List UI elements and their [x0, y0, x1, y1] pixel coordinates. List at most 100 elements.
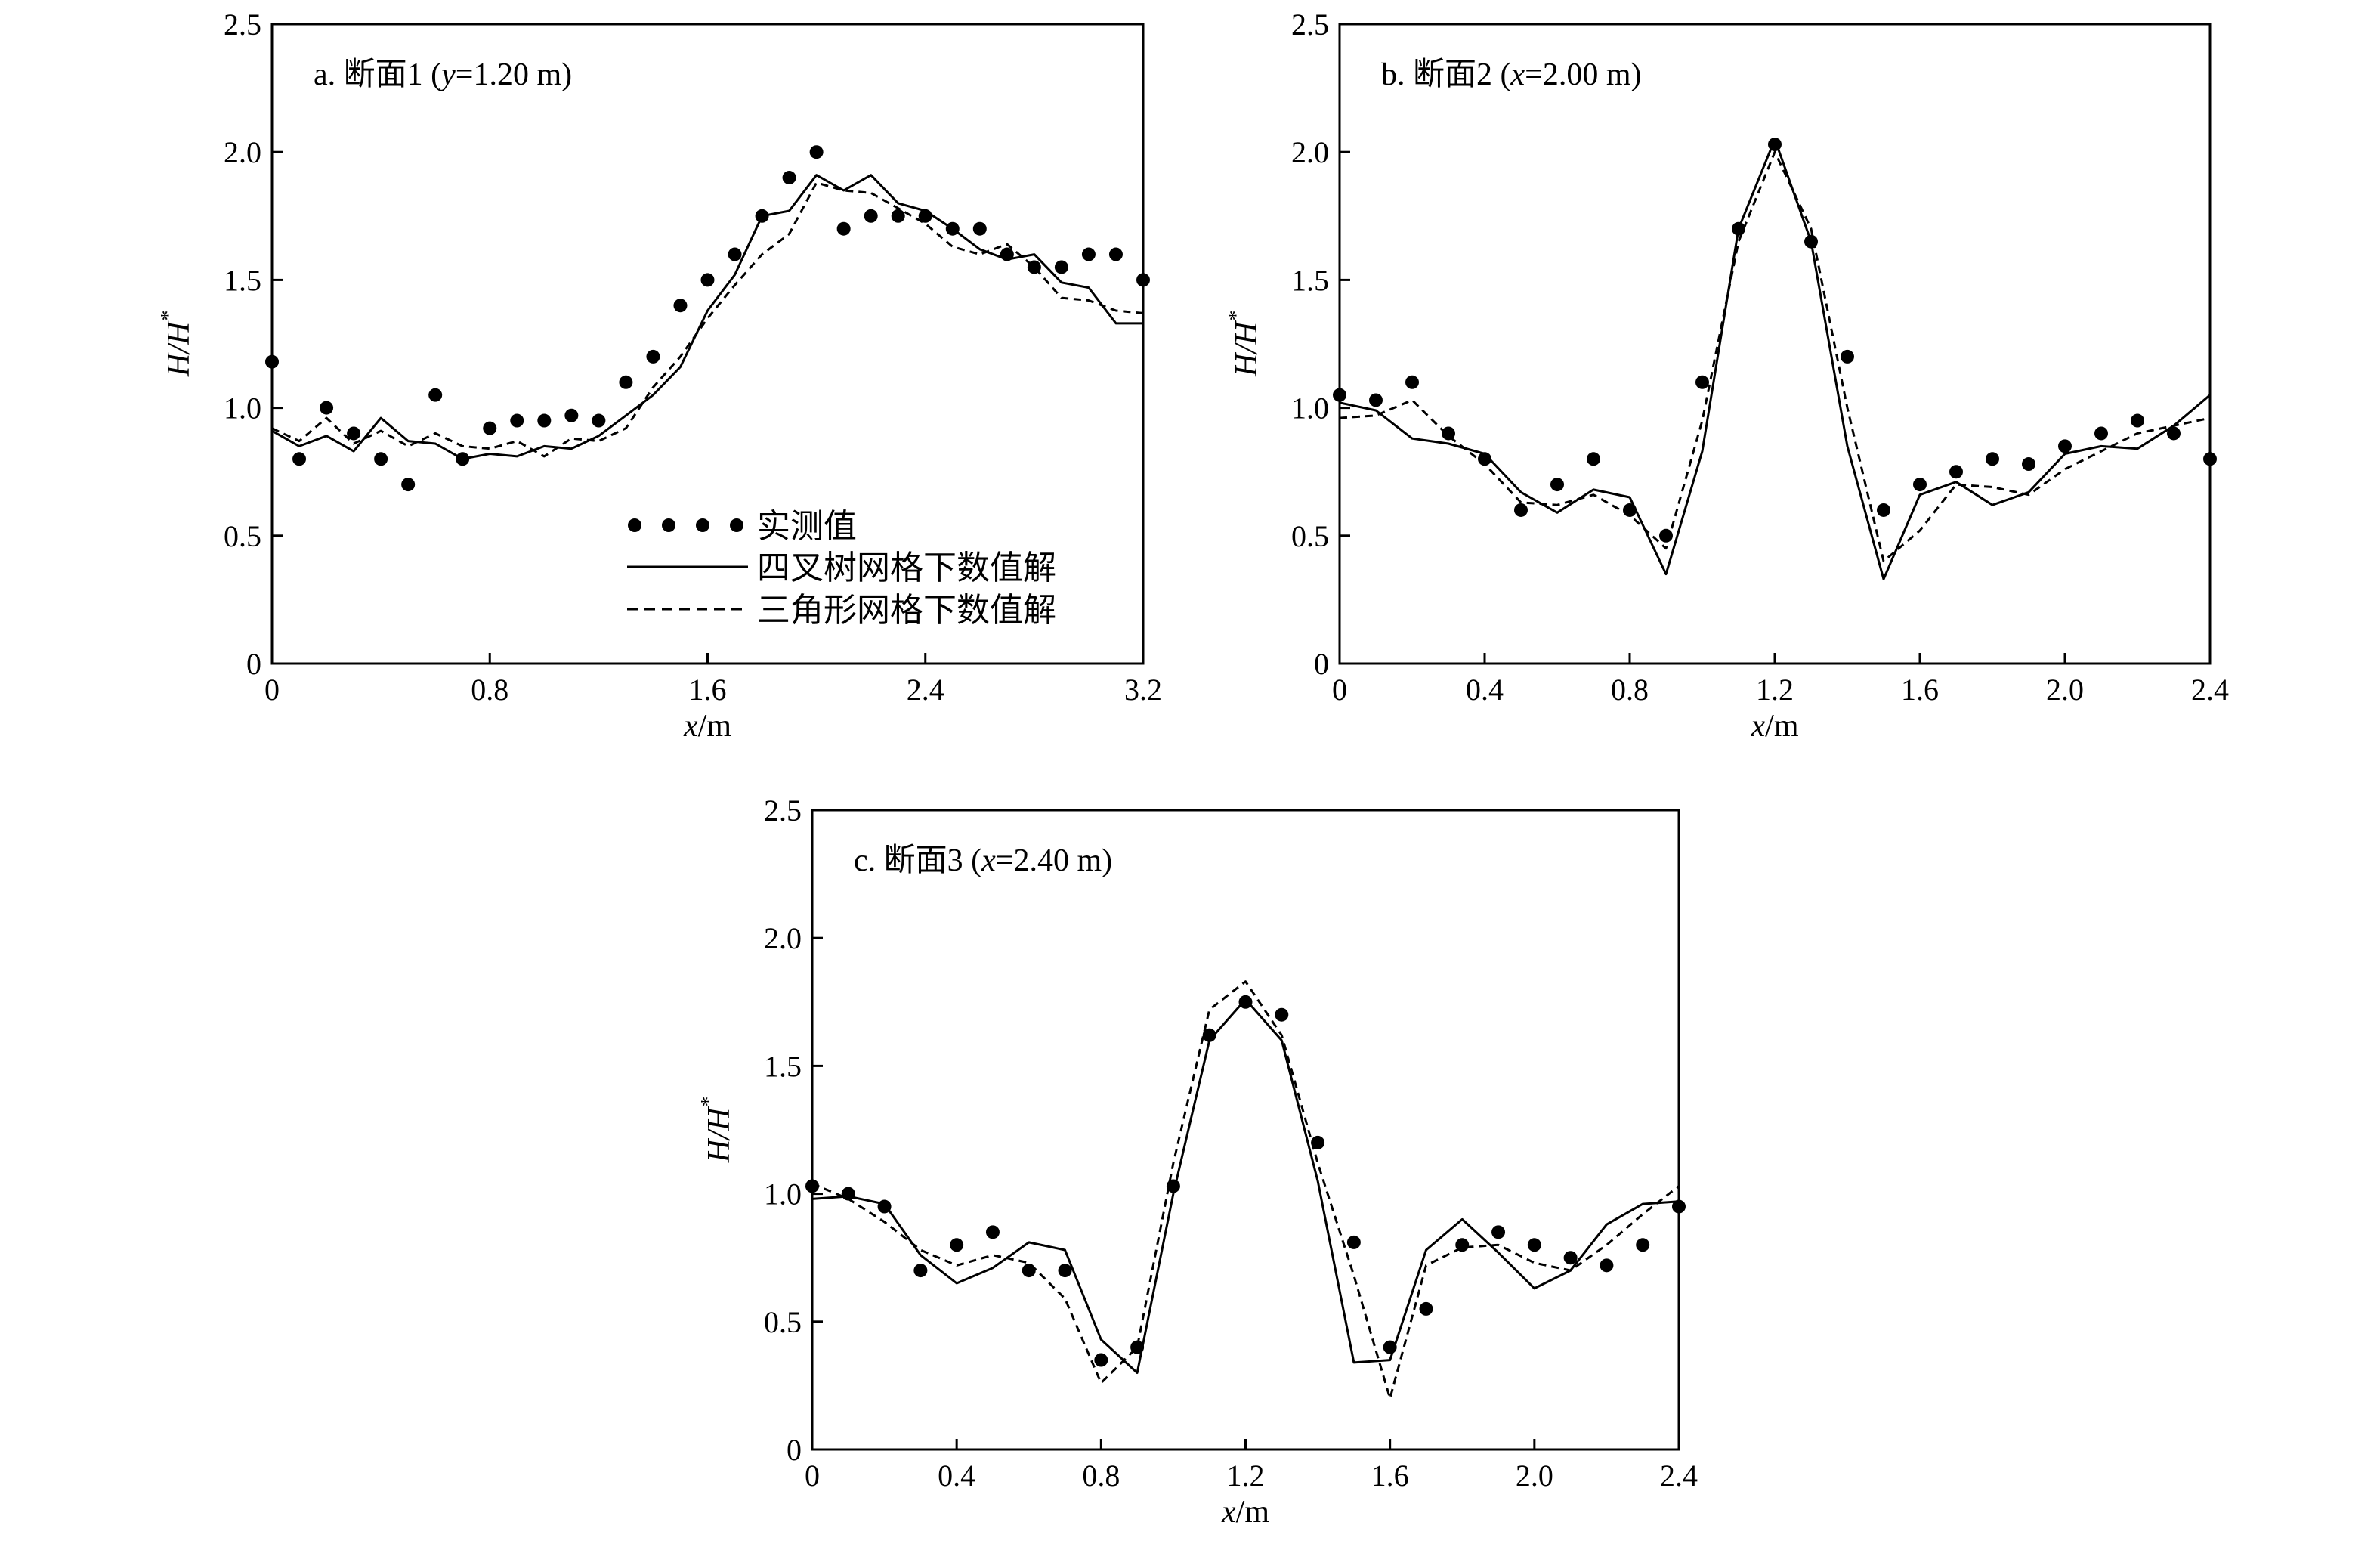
measured-point: [1672, 1199, 1686, 1214]
panel-title-var: x: [981, 843, 996, 878]
y-tick-label: 0.5: [764, 1305, 802, 1339]
measured-point: [510, 413, 524, 428]
measured-point: [1587, 452, 1600, 466]
y-tick-label: 2.5: [764, 794, 802, 828]
panel-title: a. 断面1 (y=1.20 m): [314, 57, 572, 92]
x-axis-label-var: x: [1221, 1495, 1236, 1530]
measured-point: [972, 221, 987, 236]
measured-point: [483, 421, 497, 435]
legend-marker-dots: [730, 518, 743, 532]
measured-point: [1022, 1264, 1036, 1278]
measured-point: [913, 1264, 928, 1278]
y-tick-label: 1.5: [1291, 263, 1329, 297]
y-tick-label: 0.5: [224, 519, 261, 553]
panel-title-var: y: [438, 57, 456, 92]
plot-frame: [1338, 23, 2212, 665]
measured-point: [2203, 452, 2217, 466]
y-tick-label: 2.0: [764, 921, 802, 955]
series-line-quadtree-mesh: [1339, 138, 2211, 580]
measured-point: [673, 299, 688, 313]
panel-title-prefix: c. 断面3 (: [854, 843, 981, 878]
measured-point: [320, 401, 334, 415]
x-tick-label: 2.4: [2191, 673, 2229, 707]
series-line-triangle-mesh: [271, 181, 1144, 458]
measured-point: [2058, 439, 2072, 453]
measured-point: [864, 209, 878, 223]
x-axis-label: x/m: [1221, 1495, 1269, 1530]
measured-point: [1202, 1028, 1216, 1042]
x-tick-label: 1.6: [1371, 1459, 1409, 1493]
measured-point: [985, 1225, 1000, 1239]
panel-title-suffix: =2.40 m): [996, 843, 1112, 878]
panel-title-var: x: [1510, 57, 1525, 92]
measured-point: [782, 171, 796, 185]
x-axis-label-var: x: [1751, 709, 1766, 744]
x-axis-label-var: x: [683, 709, 698, 744]
y-tick-label: 2.0: [224, 135, 261, 169]
measured-point: [836, 221, 851, 236]
legend-marker-dots: [628, 518, 641, 532]
measured-point: [374, 452, 388, 466]
measured-point: [1238, 995, 1253, 1009]
x-tick-label: 0.4: [938, 1459, 975, 1493]
y-tick-label: 1.0: [224, 391, 261, 425]
measured-point: [1949, 465, 1963, 479]
x-tick-label: 1.2: [1227, 1459, 1265, 1493]
measured-point: [891, 209, 905, 223]
x-tick-label: 0.8: [1611, 673, 1649, 707]
y-axis-label: H/H*: [1225, 311, 1264, 377]
x-tick-label: 2.4: [907, 673, 944, 707]
chart-panel-a: 0 0.8 1.6 2.4 3.2 0 0.5 1.0 1.5 2.0 2.5 x/m H/H* a. 断…: [157, 8, 1162, 744]
measured-point: [1346, 1235, 1361, 1249]
measured-point: [805, 1179, 819, 1193]
x-tick-label: 0.8: [1082, 1459, 1120, 1493]
x-tick-label: 1.6: [689, 673, 727, 707]
x-tick-label: 2.4: [1660, 1459, 1698, 1493]
panel-title-suffix: =1.20 m): [456, 57, 572, 92]
measured-point: [1527, 1238, 1541, 1252]
y-axis-label: H/H*: [157, 311, 196, 377]
measured-point: [1600, 1258, 1614, 1273]
measured-point: [1094, 1353, 1108, 1367]
series-line-quadtree-mesh: [811, 998, 1680, 1374]
measured-point: [1419, 1301, 1433, 1316]
y-tick-label: 1.5: [764, 1049, 802, 1083]
measured-point: [1369, 393, 1383, 407]
x-tick-label: 0.4: [1466, 673, 1504, 707]
measured-point: [2022, 457, 2035, 472]
x-tick-label: 2.0: [2046, 673, 2084, 707]
measured-point: [1058, 1264, 1072, 1278]
y-tick-label: 1.0: [1291, 391, 1329, 425]
x-axis-label-unit: /m: [1236, 1495, 1270, 1530]
x-tick-label: 0: [1332, 673, 1347, 707]
y-axis-label-sup: *: [157, 311, 181, 322]
measured-point: [1081, 247, 1096, 261]
panel-title-suffix: =2.00 m): [1525, 57, 1641, 92]
measured-point: [292, 452, 307, 466]
y-tick-label: 0: [1314, 647, 1329, 681]
measured-point: [428, 388, 443, 402]
measured-point: [1550, 478, 1564, 492]
y-axis-label-sup: *: [1225, 311, 1248, 322]
measured-point: [646, 349, 660, 364]
measured-point: [1636, 1238, 1650, 1252]
chart-panel-c: 0 0.4 0.8 1.2 1.6 2.0 2.4 0 0.5 1.0 1.5 2.0 2.5 x/m H/…: [697, 794, 1698, 1530]
measured-point: [537, 413, 552, 428]
x-tick-label: 0.8: [471, 673, 508, 707]
measured-point: [1913, 478, 1927, 492]
y-tick-label: 0: [787, 1433, 802, 1467]
y-axis-label: H/H*: [697, 1097, 737, 1163]
measured-point: [950, 1238, 964, 1252]
y-axis-label-sup: *: [697, 1097, 721, 1108]
measured-point: [1695, 375, 1709, 389]
measured-point: [1054, 260, 1068, 274]
measured-point: [1877, 503, 1890, 517]
legend-entry: 三角形网格下数值解: [757, 592, 1056, 629]
legend-entry: 实测值: [757, 508, 857, 545]
measured-point: [1491, 1225, 1506, 1239]
measured-point: [401, 478, 416, 492]
x-tick-label: 0: [805, 1459, 820, 1493]
measured-point: [265, 354, 279, 369]
